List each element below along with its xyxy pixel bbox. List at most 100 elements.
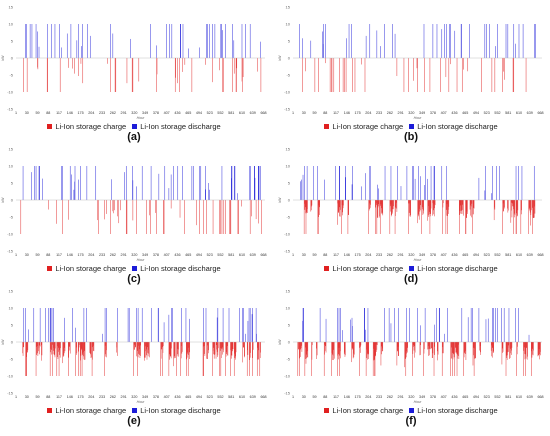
x-tick-label: 581: [228, 111, 234, 115]
x-tick-label: 610: [239, 395, 245, 399]
legend-label: Li-Ion storage charge: [332, 405, 404, 415]
y-tick-label: 5: [11, 39, 14, 44]
y-tick-label: -15: [7, 107, 14, 112]
x-tick-label: 494: [473, 111, 479, 115]
panel-label: (f): [405, 415, 417, 427]
x-tick-label: 1: [292, 253, 294, 257]
legend-item-charge: Li-Ion storage charge: [47, 406, 126, 415]
y-tick-label: -5: [9, 357, 13, 362]
x-tick-label: 204: [365, 253, 371, 257]
x-tick-label: 668: [537, 111, 543, 115]
x-tick-label: 494: [196, 253, 202, 257]
x-tick-label: 407: [164, 111, 170, 115]
x-axis-label: Hour: [414, 116, 423, 120]
x-tick-label: 88: [323, 253, 327, 257]
x-tick-label: 204: [365, 111, 371, 115]
x-tick-label: 320: [131, 111, 137, 115]
x-tick-label: 581: [505, 111, 511, 115]
x-tick-label: 175: [354, 253, 360, 257]
x-tick-label: 378: [430, 111, 436, 115]
x-tick-label: 30: [25, 395, 29, 399]
x-tick-label: 30: [302, 395, 306, 399]
x-tick-label: 88: [323, 395, 327, 399]
legend-label: Li-Ion storage discharge: [140, 263, 221, 273]
y-tick-label: 0: [288, 56, 291, 61]
panel-label: (b): [403, 131, 419, 143]
legend-swatch: [324, 407, 330, 413]
panel-label: (e): [127, 415, 141, 427]
x-tick-label: 291: [121, 253, 127, 257]
x-tick-label: 581: [228, 395, 234, 399]
legend-item-discharge: Li-Ion storage discharge: [132, 405, 221, 415]
chart-panel: 15 10 5 0 -5 -10 -15 kW 1 30 59 88 117 146 175 204 233 26…: [1, 5, 267, 121]
chart-panel: 15 10 5 0 -5 -10 -15 kW 1 30 59 88 117 146 175 204 233 26…: [1, 289, 267, 405]
x-tick-label: 117: [56, 111, 62, 115]
y-axis-label: kW: [1, 339, 5, 345]
x-tick-label: 552: [217, 111, 223, 115]
x-tick-label: 552: [494, 111, 500, 115]
x-tick-label: 59: [312, 395, 316, 399]
legend-label: Li-Ion storage discharge: [140, 121, 221, 131]
y-tick-label: 10: [286, 164, 291, 169]
x-tick-label: 320: [408, 111, 414, 115]
y-axis-label: kW: [1, 55, 5, 61]
x-tick-label: 581: [505, 395, 511, 399]
y-axis-label: kW: [1, 197, 5, 203]
x-tick-label: 349: [419, 111, 425, 115]
x-tick-label: 494: [473, 253, 479, 257]
x-tick-label: 146: [67, 253, 73, 257]
legend-label: Li-Ion storage discharge: [140, 405, 221, 415]
y-tick-label: 15: [286, 147, 291, 152]
x-tick-label: 436: [174, 111, 180, 115]
x-tick-label: 88: [46, 253, 50, 257]
x-tick-label: 146: [344, 111, 350, 115]
x-axis-label: Hour: [137, 258, 146, 262]
x-tick-label: 204: [88, 111, 94, 115]
x-tick-label: 88: [46, 111, 50, 115]
x-tick-label: 494: [473, 395, 479, 399]
x-tick-label: 407: [164, 253, 170, 257]
y-tick-label: -5: [9, 215, 13, 220]
y-tick-label: 10: [9, 22, 14, 27]
x-tick-label: 262: [387, 395, 393, 399]
x-tick-label: 262: [387, 253, 393, 257]
legend-swatch: [132, 407, 138, 413]
x-tick-label: 610: [516, 395, 522, 399]
x-tick-label: 291: [398, 395, 404, 399]
y-tick-label: -10: [284, 90, 291, 95]
legend-swatch: [324, 265, 330, 271]
x-tick-label: 349: [142, 111, 148, 115]
x-tick-label: 1: [292, 395, 294, 399]
x-tick-label: 436: [451, 395, 457, 399]
y-tick-label: -5: [286, 73, 290, 78]
y-tick-label: -15: [7, 249, 14, 254]
x-axis-label: Hour: [137, 116, 146, 120]
x-tick-label: 320: [408, 395, 414, 399]
x-tick-label: 639: [250, 111, 256, 115]
y-tick-label: -10: [7, 90, 14, 95]
x-tick-label: 610: [516, 111, 522, 115]
y-tick-label: 15: [286, 5, 291, 10]
x-tick-label: 59: [35, 253, 39, 257]
y-tick-label: 5: [11, 181, 14, 186]
y-tick-label: -10: [284, 232, 291, 237]
x-tick-label: 552: [494, 253, 500, 257]
y-tick-label: -15: [284, 107, 291, 112]
y-axis-label: kW: [278, 197, 282, 203]
x-tick-label: 436: [174, 253, 180, 257]
x-tick-label: 1: [15, 395, 17, 399]
x-tick-label: 291: [398, 253, 404, 257]
x-tick-label: 523: [484, 253, 490, 257]
legend-item-discharge: Li-Ion storage discharge: [132, 121, 221, 131]
x-tick-label: 523: [484, 111, 490, 115]
legend: Li-Ion storage charge Li-Ion storage disc…: [277, 405, 545, 415]
x-axis-label: Hour: [414, 258, 423, 262]
x-tick-label: 465: [185, 395, 191, 399]
x-tick-label: 117: [333, 253, 339, 257]
x-tick-label: 581: [228, 253, 234, 257]
y-tick-label: -15: [7, 391, 14, 396]
y-axis-label: kW: [278, 339, 282, 345]
x-tick-label: 349: [419, 395, 425, 399]
legend-item-charge: Li-Ion storage charge: [47, 264, 126, 273]
